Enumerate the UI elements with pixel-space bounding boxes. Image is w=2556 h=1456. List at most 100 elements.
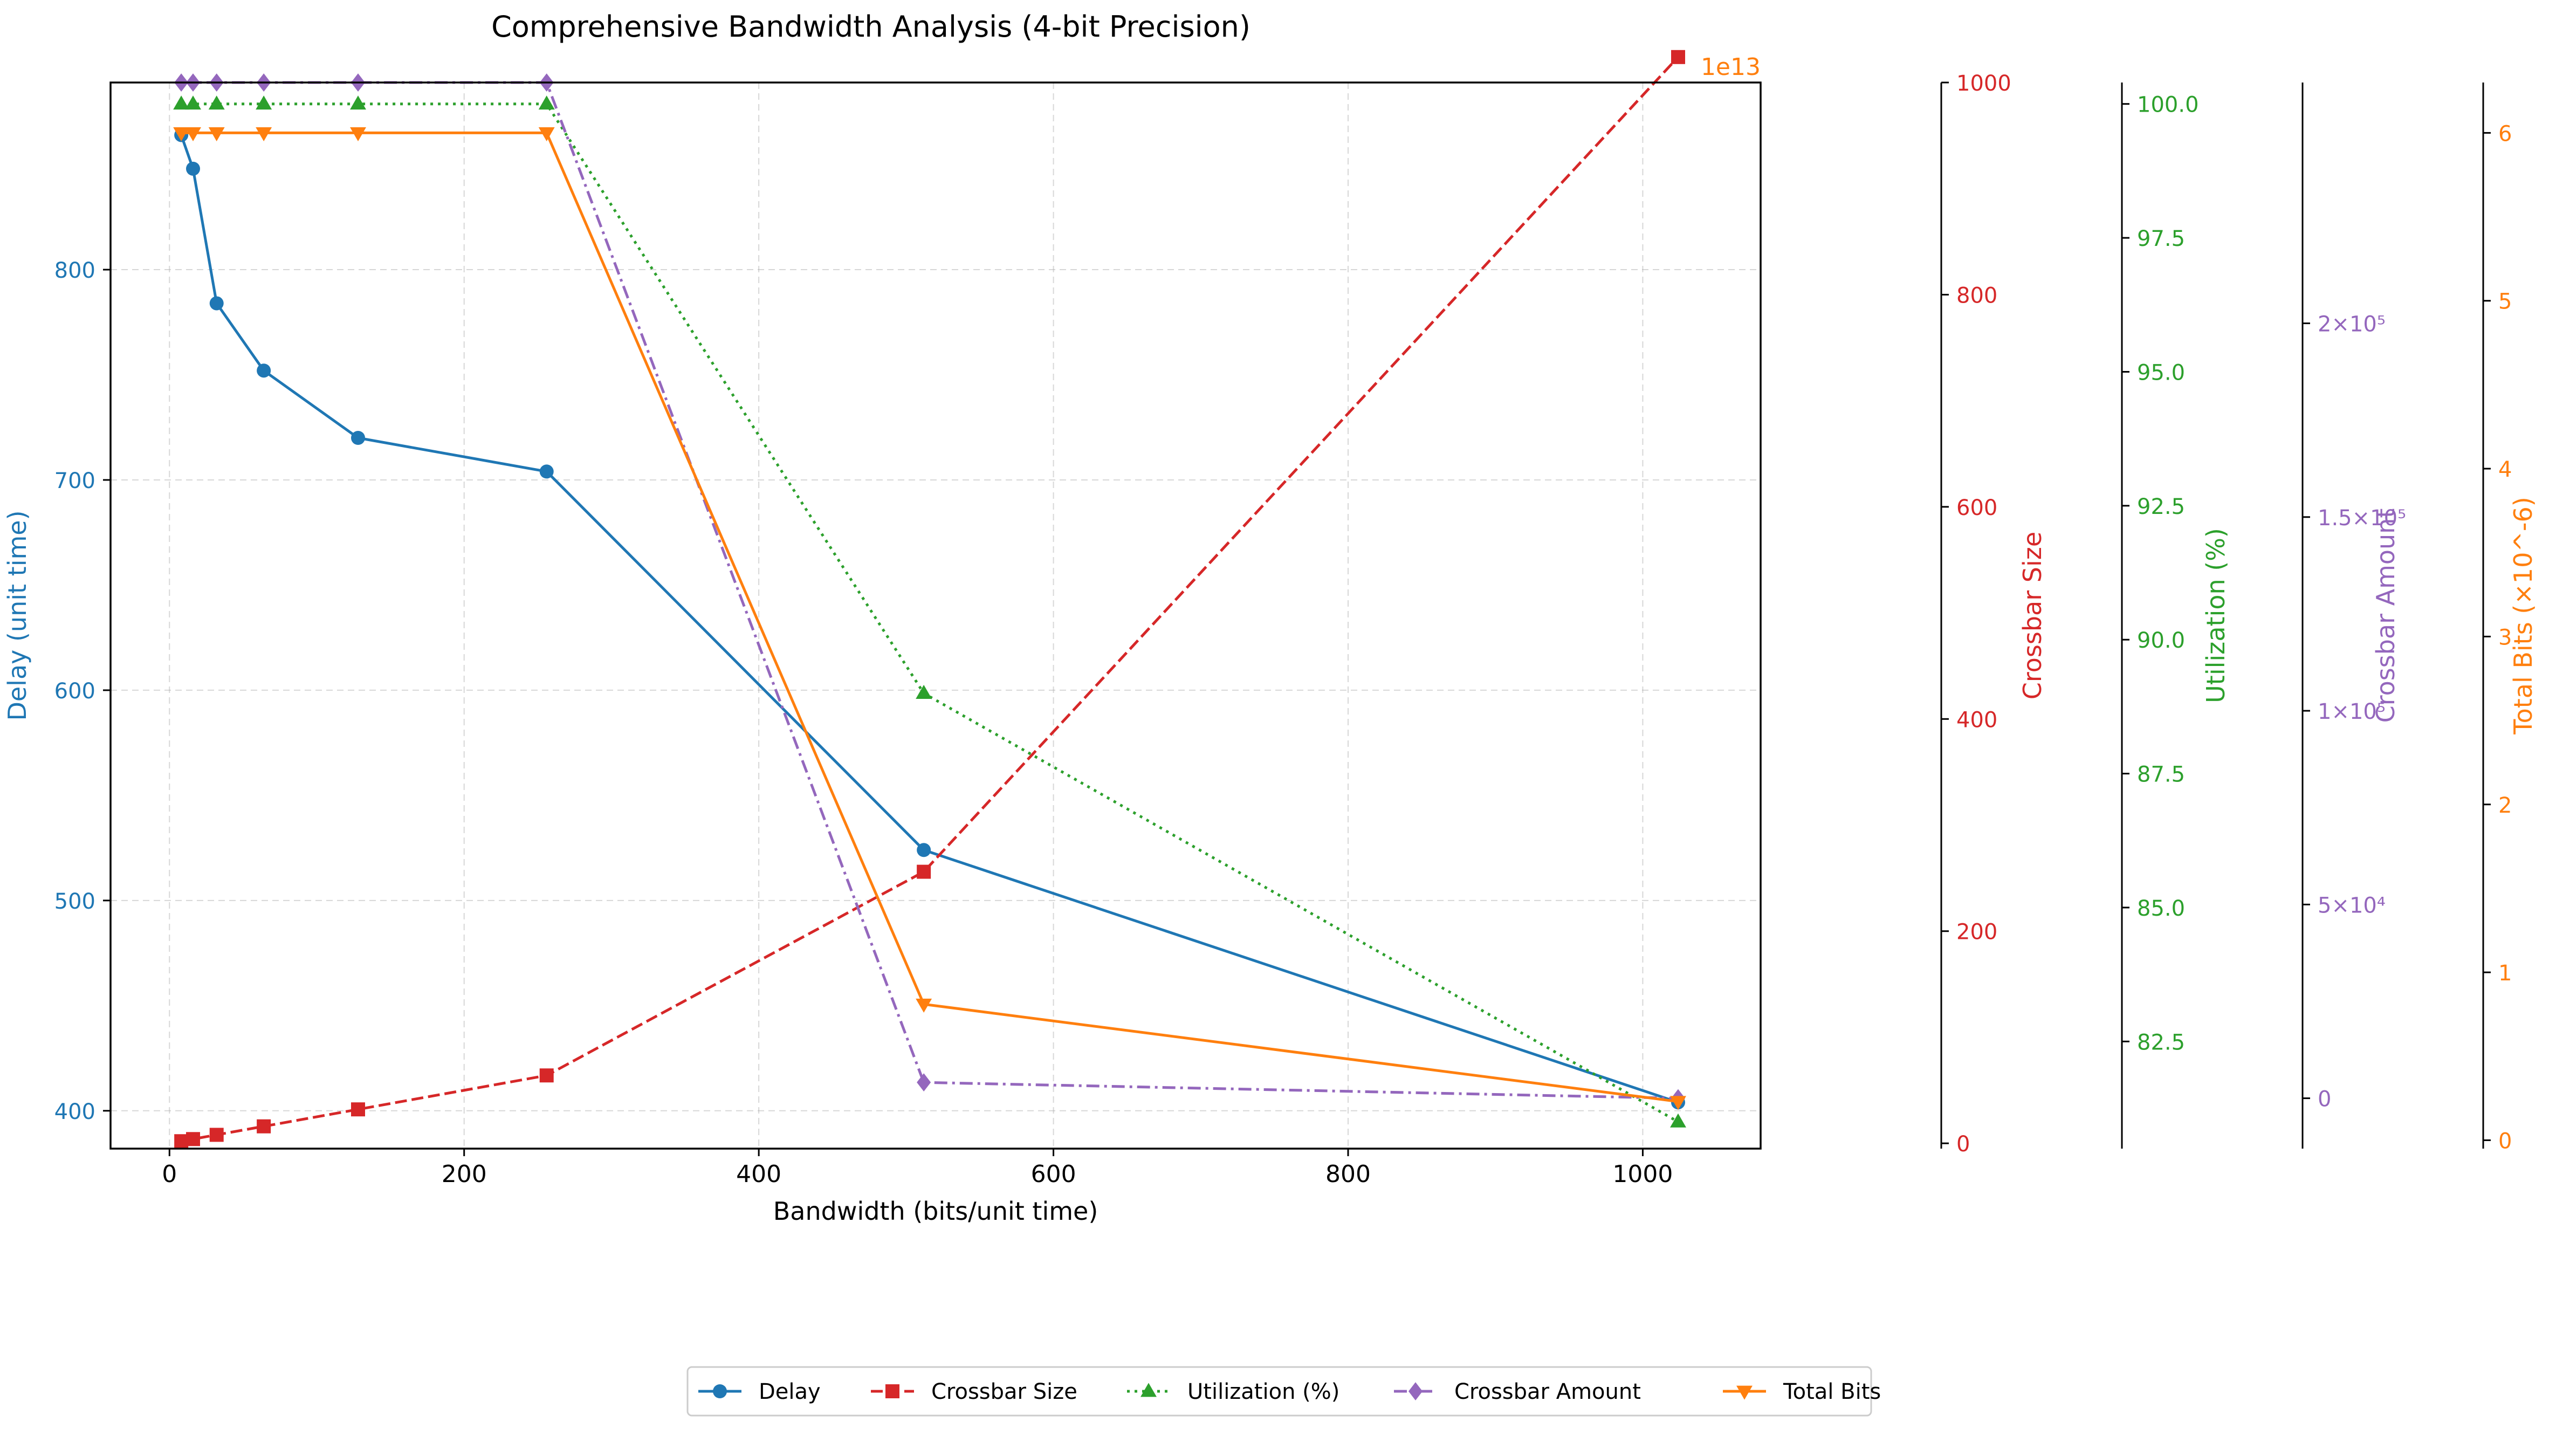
delay-legend-label: Delay: [759, 1379, 821, 1404]
crossbar-size-series: [174, 50, 1685, 1149]
crossbar-size-line: [181, 56, 1679, 1143]
utilization-point: [208, 95, 225, 110]
utilization-point: [185, 95, 201, 110]
crossbar-amount-tick-label: 5×10⁴: [2318, 893, 2386, 918]
total-bits-line: [181, 131, 1679, 1103]
total-bits-point: [173, 127, 190, 142]
crossbar-size-legend-marker: [885, 1384, 899, 1398]
utilization-point: [350, 95, 366, 110]
crossbar-size-legend-label: Crossbar Size: [931, 1379, 1077, 1404]
crossbar-size-tick-label: 800: [1956, 283, 1997, 308]
x-axis-label: Bandwidth (bits/unit time): [773, 1197, 1098, 1226]
utilization-tick-label: 95.0: [2137, 360, 2185, 385]
total-bits-axis-label: Total Bits (×10^-6): [2509, 497, 2538, 734]
legend-box: [686, 1366, 1872, 1417]
total-bits-axis-offset-label: 1e13: [1701, 53, 1761, 81]
crossbar-size-point: [257, 1119, 271, 1134]
x-tick-label: 1000: [1612, 1160, 1673, 1188]
total-bits-legend-label: Total Bits: [1783, 1379, 1881, 1404]
crossbar-size-tick-label: 1000: [1956, 71, 2011, 96]
crossbar-size-tick-label: 400: [1956, 708, 1997, 732]
total-bits-point: [538, 127, 555, 142]
crossbar-amount-series: [174, 73, 1685, 1108]
utilization-tick-label: 92.5: [2137, 495, 2185, 519]
crossbar-size-point: [1671, 50, 1685, 64]
utilization-series: [173, 95, 1686, 1128]
crossbar-size-tick-label: 600: [1956, 496, 1997, 520]
series-layer: [173, 50, 1686, 1149]
total-bits-legend-marker: [1736, 1385, 1753, 1400]
crossbar-amount-tick-label: 0: [2318, 1087, 2331, 1112]
x-tick-label: 0: [162, 1160, 177, 1188]
utilization-point: [916, 684, 932, 699]
total-bits-tick-label: 3: [2498, 625, 2512, 650]
crossbar-size-tick-label: 200: [1956, 920, 1997, 945]
utilization-point: [256, 95, 272, 110]
total-bits-point: [350, 127, 366, 142]
delay-tick-label: 500: [54, 889, 95, 914]
crossbar-amount-point: [917, 1073, 931, 1092]
total-bits-series: [173, 127, 1686, 1110]
crossbar-amount-tick-label: 1.5×10⁵: [2318, 506, 2406, 531]
chart-title: Comprehensive Bandwidth Analysis (4-bit …: [491, 10, 1250, 44]
utilization-point: [173, 95, 190, 110]
crossbar-amount-legend-marker: [1408, 1382, 1423, 1400]
total-bits-point: [256, 127, 272, 142]
x-tick-label: 200: [442, 1160, 487, 1188]
utilization-tick-label: 87.5: [2137, 763, 2185, 787]
total-bits-tick-label: 6: [2498, 121, 2512, 146]
crossbar-amount-tick-label: 2×10⁵: [2318, 312, 2386, 337]
utilization-tick-label: 85.0: [2137, 896, 2185, 921]
total-bits-tick-label: 5: [2498, 290, 2512, 314]
x-tick-label: 600: [1031, 1160, 1076, 1188]
utilization-legend-label: Utilization (%): [1187, 1379, 1339, 1404]
delay-series: [174, 128, 1685, 1110]
delay-point: [257, 363, 271, 378]
delay-point: [209, 296, 224, 311]
crossbar-size-point: [186, 1132, 200, 1146]
delay-point: [917, 843, 931, 857]
delay-point: [351, 431, 365, 445]
plot-area-frame: [109, 81, 1762, 1150]
delay-point: [186, 161, 200, 176]
crossbar-amount-tick-label: 1×10⁵: [2318, 699, 2386, 724]
crossbar-size-tick-label: 0: [1956, 1132, 1970, 1157]
crossbar-size-axis-label: Crossbar Size: [2018, 532, 2047, 699]
total-bits-tick-label: 4: [2498, 457, 2512, 482]
x-tick-label: 400: [736, 1160, 781, 1188]
crossbar-amount-axis-label: Crossbar Amount: [2371, 509, 2400, 723]
utilization-axis-label: Utilization (%): [2201, 528, 2230, 703]
crossbar-size-point: [174, 1134, 189, 1149]
utilization-point: [538, 95, 555, 110]
crossbar-size-point: [917, 864, 931, 879]
delay-tick-label: 700: [54, 469, 95, 493]
total-bits-point: [916, 998, 932, 1013]
utilization-tick-label: 90.0: [2137, 628, 2185, 653]
utilization-tick-label: 100.0: [2137, 93, 2199, 118]
grid-lines: [111, 83, 1761, 1149]
delay-tick-label: 400: [54, 1100, 95, 1124]
delay-point: [539, 464, 554, 479]
delay-tick-label: 600: [54, 679, 95, 704]
total-bits-point: [1670, 1096, 1686, 1110]
utilization-tick-label: 97.5: [2137, 226, 2185, 251]
delay-tick-label: 800: [54, 258, 95, 283]
crossbar-size-point: [351, 1102, 365, 1117]
utilization-line: [181, 102, 1679, 1123]
total-bits-tick-label: 2: [2498, 793, 2512, 818]
crossbar-size-point: [209, 1128, 224, 1142]
delay-axis-label: Delay (unit time): [3, 510, 32, 720]
legend: Delay Crossbar Size Utilization (%) Crossba…: [686, 1366, 1881, 1417]
utilization-tick-label: 82.5: [2137, 1030, 2185, 1055]
x-tick-label: 800: [1325, 1160, 1371, 1188]
crossbar-amount-line: [181, 81, 1679, 1100]
utilization-point: [1670, 1113, 1686, 1128]
crossbar-amount-legend-label: Crossbar Amount: [1454, 1379, 1641, 1404]
total-bits-point: [185, 127, 201, 142]
total-bits-tick-label: 0: [2498, 1129, 2512, 1153]
delay-legend-marker: [713, 1384, 727, 1398]
utilization-legend-marker: [1140, 1383, 1157, 1397]
x-axis: 0 200 400 600 800 1000: [162, 1149, 1673, 1188]
